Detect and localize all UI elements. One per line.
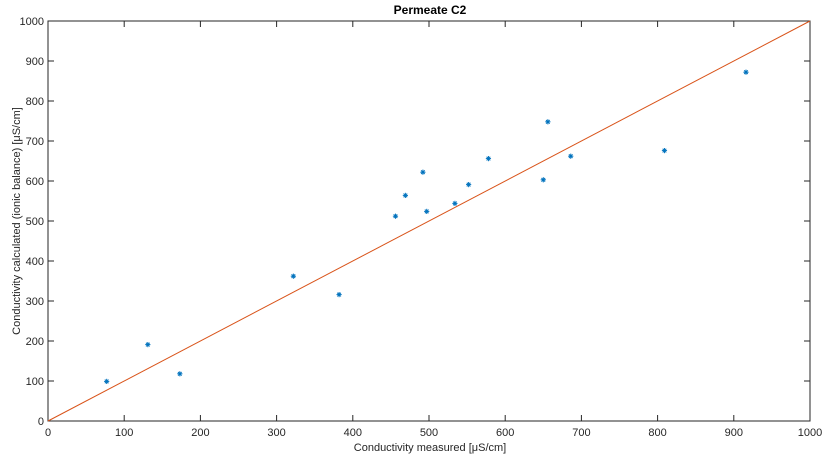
data-point bbox=[336, 292, 342, 298]
data-point bbox=[402, 192, 408, 198]
x-tick-label: 700 bbox=[572, 427, 590, 439]
x-tick-label: 500 bbox=[420, 427, 438, 439]
x-tick-label: 400 bbox=[344, 427, 362, 439]
data-point bbox=[177, 371, 183, 377]
y-tick-label: 400 bbox=[26, 256, 44, 268]
data-point bbox=[145, 342, 151, 348]
x-tick-label: 100 bbox=[115, 427, 133, 439]
data-point bbox=[392, 213, 399, 219]
data-point bbox=[743, 69, 749, 75]
y-tick-label: 700 bbox=[26, 136, 44, 148]
data-point bbox=[485, 156, 492, 162]
y-tick-label: 200 bbox=[26, 336, 44, 348]
y-tick-label: 100 bbox=[26, 376, 44, 388]
x-axis-title: Conductivity measured [μS/cm] bbox=[354, 442, 506, 454]
plot-area: 0 100 200 300 400 500 600 700 800 900 1000 0 100 200 3… bbox=[20, 16, 823, 439]
x-tick-label: 600 bbox=[496, 427, 514, 439]
data-point bbox=[452, 200, 458, 206]
data-point bbox=[661, 148, 668, 154]
data-point bbox=[568, 153, 574, 159]
x-tick-label: 200 bbox=[191, 427, 209, 439]
y-tick-label: 500 bbox=[26, 216, 44, 228]
x-tick-label: 800 bbox=[648, 427, 666, 439]
x-tick-label: 300 bbox=[267, 427, 285, 439]
reference-line bbox=[47, 20, 811, 422]
y-tick-label: 0 bbox=[38, 416, 44, 428]
data-point bbox=[545, 119, 551, 125]
data-point bbox=[290, 273, 296, 279]
data-point bbox=[466, 182, 472, 188]
x-tick-label: 900 bbox=[725, 427, 743, 439]
data-point bbox=[540, 177, 546, 183]
y-tick-label: 800 bbox=[26, 96, 44, 108]
y-axis-title: Conductivity calculated (ionic balance) … bbox=[11, 107, 23, 335]
x-tick-label: 0 bbox=[45, 427, 51, 439]
data-point bbox=[104, 378, 110, 384]
y-tick-label: 600 bbox=[26, 176, 44, 188]
data-point bbox=[420, 169, 426, 175]
chart-title: Permeate C2 bbox=[394, 3, 467, 17]
y-tick-label: 300 bbox=[26, 296, 44, 308]
data-point bbox=[424, 208, 430, 214]
y-tick-label: 900 bbox=[26, 56, 44, 68]
x-tick-label: 1000 bbox=[798, 427, 822, 439]
y-tick-label: 1000 bbox=[20, 16, 44, 28]
